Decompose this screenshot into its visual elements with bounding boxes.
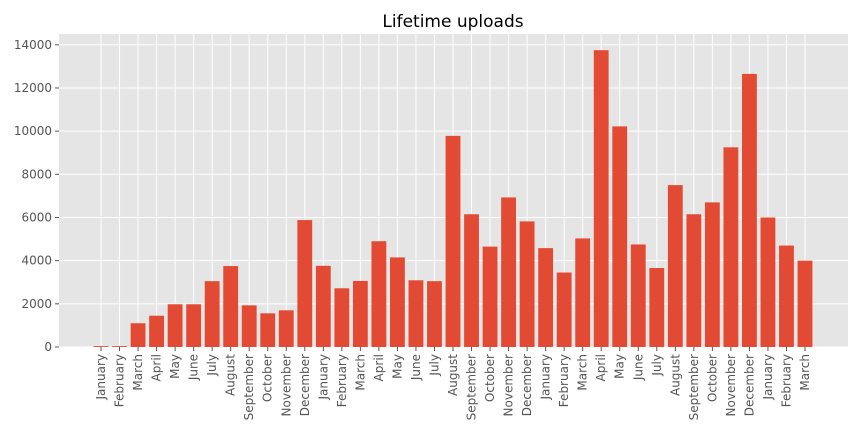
bar-16 [390, 257, 405, 347]
x-tick-label: April [150, 354, 164, 381]
x-tick-label: November [502, 354, 516, 416]
x-tick-label: September [687, 354, 701, 420]
y-axis-ticks: 0 2000 4000 6000 8000 10000 12000 14000 [14, 38, 59, 354]
bar-17 [408, 280, 424, 347]
bar-6 [204, 281, 220, 347]
bar-28 [612, 126, 628, 347]
x-tick-label: June [631, 354, 645, 381]
bar-2 [130, 323, 146, 347]
x-tick-label: March [131, 354, 145, 391]
x-tick-label: October [261, 354, 275, 402]
x-tick-label: April [372, 354, 386, 381]
x-tick-label: May [613, 354, 627, 379]
x-tick-label: October [705, 354, 719, 402]
y-tick-label: 0 [44, 340, 52, 354]
x-tick-label: February [113, 354, 127, 407]
x-tick-label: July [205, 354, 219, 377]
x-tick-label: September [242, 354, 256, 420]
bar-14 [352, 280, 368, 347]
x-tick-label: July [650, 354, 664, 377]
bar-22 [501, 197, 516, 347]
x-tick-label: February [335, 354, 349, 407]
bar-20 [464, 214, 479, 347]
x-tick-label: January [539, 354, 553, 401]
bar-24 [538, 248, 554, 347]
x-axis-ticks: January February March April May June July Augu… [94, 347, 812, 420]
y-tick-label: 14000 [14, 38, 52, 52]
bar-23 [519, 221, 535, 347]
bar-25 [556, 272, 572, 347]
bar-36 [760, 217, 776, 347]
x-tick-label: January [316, 354, 330, 401]
x-tick-label: February [557, 354, 571, 407]
bar-19 [445, 135, 461, 347]
bar-37 [779, 245, 794, 347]
bar-31 [667, 185, 683, 347]
bar-1 [112, 346, 127, 347]
bar-9 [260, 313, 276, 347]
x-tick-label: March [353, 354, 367, 391]
bar-26 [575, 238, 591, 347]
y-tick-label: 6000 [21, 210, 52, 224]
x-tick-label: June [187, 354, 201, 381]
bar-21 [482, 246, 498, 347]
bar-18 [427, 281, 442, 347]
x-tick-label: December [742, 354, 756, 416]
x-tick-label: July [427, 354, 441, 377]
x-tick-label: August [446, 354, 460, 396]
x-tick-label: February [779, 354, 793, 407]
bar-33 [704, 202, 720, 347]
x-tick-label: August [224, 354, 238, 396]
x-tick-label: January [94, 354, 108, 401]
x-tick-label: September [465, 354, 479, 420]
bar-11 [297, 220, 313, 347]
bar-34 [723, 147, 739, 347]
y-tick-label: 12000 [14, 81, 52, 95]
x-tick-label: November [279, 354, 293, 416]
x-tick-label: March [798, 354, 812, 391]
bar-12 [315, 265, 331, 347]
x-tick-label: December [298, 354, 312, 416]
bar-3 [149, 315, 164, 347]
bar-4 [167, 304, 183, 347]
x-tick-label: November [724, 354, 738, 416]
bar-15 [371, 241, 387, 347]
y-tick-label: 4000 [21, 254, 52, 268]
bars [93, 50, 813, 348]
x-tick-label: December [520, 354, 534, 416]
bar-32 [686, 214, 702, 347]
bar-8 [241, 305, 257, 347]
bar-29 [630, 244, 646, 347]
bar-38 [797, 260, 813, 347]
x-tick-label: January [761, 354, 775, 401]
x-tick-label: April [594, 354, 608, 381]
bar-10 [278, 310, 294, 347]
x-tick-label: May [168, 354, 182, 379]
x-tick-label: June [409, 354, 423, 381]
bar-27 [593, 50, 609, 347]
y-tick-label: 8000 [21, 167, 52, 181]
y-tick-label: 2000 [21, 297, 52, 311]
x-tick-label: August [668, 354, 682, 396]
chart-title: Lifetime uploads [382, 12, 523, 32]
x-tick-label: October [483, 354, 497, 402]
bar-30 [649, 267, 665, 347]
bar-13 [334, 288, 350, 347]
bar-7 [223, 266, 239, 347]
bar-0 [93, 346, 109, 347]
x-tick-label: March [576, 354, 590, 391]
x-tick-label: May [390, 354, 404, 379]
bar-35 [742, 73, 757, 348]
y-tick-label: 10000 [14, 124, 52, 138]
bar-5 [186, 304, 202, 347]
